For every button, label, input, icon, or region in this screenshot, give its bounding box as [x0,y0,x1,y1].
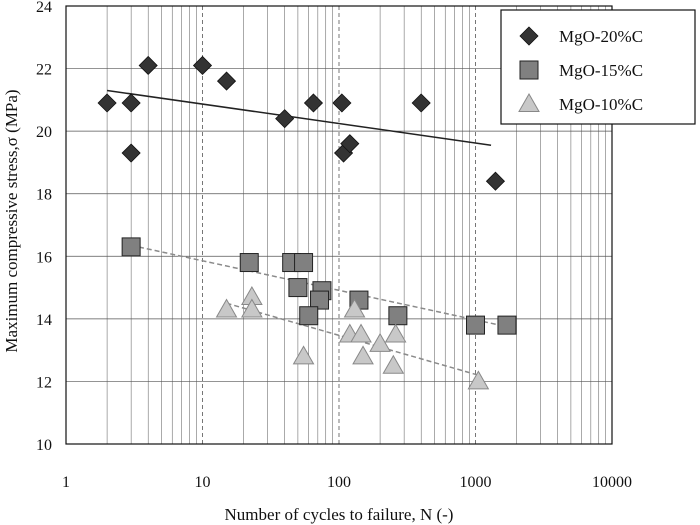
data-point [332,93,352,113]
legend-marker [518,92,540,112]
data-point [310,290,330,310]
legend-label: MgO-10%C [559,95,643,114]
x-tick-label: 1000 [460,474,492,491]
y-tick-label: 10 [36,437,52,454]
y-tick-label: 12 [36,374,52,391]
data-point [388,306,408,326]
data-point [299,306,319,326]
x-tick-label: 1 [62,474,70,491]
data-point [192,55,213,76]
x-axis-label: Number of cycles to failure, N (-) [225,505,454,524]
data-points [97,55,517,390]
legend: MgO-20%C MgO-15%C MgO-10%C [500,9,696,125]
data-point [384,323,407,343]
data-point [292,345,315,365]
legend-label: MgO-20%C [559,27,643,46]
y-tick-label: 24 [36,0,52,16]
y-tick-label: 22 [36,62,52,79]
data-point [121,143,141,163]
x-tick-label: 100 [327,474,351,491]
data-point [411,93,431,113]
x-tick-labels: 1 10 100 1000 10000 [62,474,632,491]
y-tick-labels: 10 12 14 16 18 20 22 24 [36,0,52,454]
legend-label: MgO-15%C [559,61,643,80]
data-point [466,315,485,335]
data-point [294,253,314,273]
data-point [382,354,405,374]
data-point [467,370,490,390]
y-tick-label: 18 [36,187,52,204]
plot-frame [65,5,613,445]
data-point [350,323,372,343]
data-point [138,55,158,76]
data-point [369,332,391,352]
y-tick-label: 16 [36,249,52,266]
grid [66,6,612,444]
data-point [485,171,506,191]
legend-marker [519,26,539,46]
data-point [215,298,238,318]
data-point [121,93,141,113]
data-point [352,345,374,365]
legend-marker [519,60,539,80]
data-point [216,71,237,91]
trend-lines [106,89,508,376]
y-tick-label: 20 [36,124,52,141]
data-point [121,237,141,257]
data-point [497,315,517,335]
trend-line [106,89,492,146]
data-point [241,298,263,318]
data-point [288,278,308,298]
y-axis-label: Maximum compressive stress,σ (MPa) [2,89,21,352]
data-point [275,109,295,129]
data-point [303,93,324,113]
data-point [340,134,360,154]
data-point [97,93,117,113]
data-point [343,298,366,318]
data-point [239,253,259,273]
x-tick-label: 10 [195,474,211,491]
x-tick-label: 10000 [592,474,632,491]
y-tick-label: 14 [36,312,52,329]
